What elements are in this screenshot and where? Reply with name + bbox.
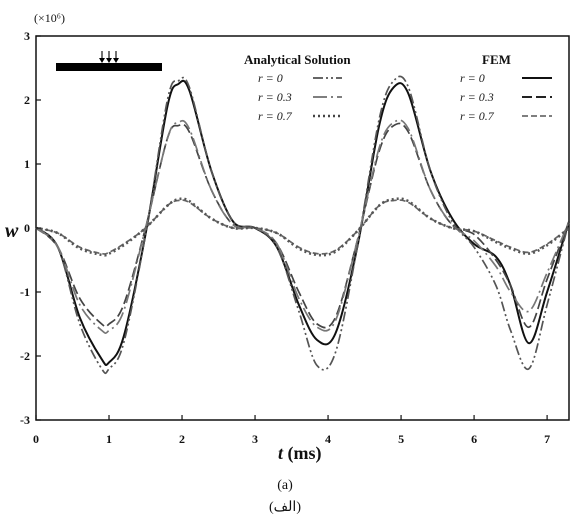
- x-tick-label: 7: [544, 432, 550, 446]
- x-tick-label: 4: [325, 432, 331, 446]
- legend-analytical-item-2: r = 0.7: [258, 109, 293, 123]
- legend-analytical-item-1: r = 0.3: [258, 90, 292, 104]
- series-line-analytical-03: [35, 119, 570, 335]
- legend-analytical-item-0: r = 0: [258, 71, 283, 85]
- legend-fem-item-0: r = 0: [460, 71, 485, 85]
- legend-fem-item-2: r = 0.7: [460, 109, 495, 123]
- load-bar: [56, 63, 162, 71]
- plot-area: [35, 35, 570, 421]
- legend-fem-item-1: r = 0.3: [460, 90, 494, 104]
- series-layer: [35, 75, 570, 375]
- x-tick-label: 0: [33, 432, 39, 446]
- x-tick-label: 2: [179, 432, 185, 446]
- x-tick-label: 6: [471, 432, 477, 446]
- series-line-analytical-0: [35, 75, 570, 375]
- y-tick-label: 0: [24, 221, 30, 235]
- load-arrows-icon: [99, 51, 119, 63]
- legend-fem-title: FEM: [482, 52, 511, 67]
- multiplier-label: (×10⁶): [34, 11, 65, 25]
- x-tick-label: 1: [106, 432, 112, 446]
- legend-analytical-title: Analytical Solution: [244, 52, 351, 67]
- x-tick-label: 5: [398, 432, 404, 446]
- x-axis-label: t (ms): [278, 443, 322, 464]
- series-line-fem-0: [35, 79, 570, 366]
- y-tick-label: 1: [24, 157, 30, 171]
- y-tick-label: -3: [20, 413, 30, 427]
- y-tick-label: 2: [24, 93, 30, 107]
- series-line-fem-07: [35, 199, 570, 255]
- y-axis-ticks: 3 2 1 0 -1 -2 -3: [20, 29, 41, 427]
- caption-fa: (الف): [269, 500, 301, 515]
- x-tick-label: 3: [252, 432, 258, 446]
- legend-analytical: Analytical Solution r = 0 r = 0.3 r = 0.…: [244, 52, 351, 123]
- series-line-analytical-07: [35, 197, 570, 257]
- series-line-fem-03: [35, 122, 570, 329]
- y-axis-label: w: [5, 220, 19, 242]
- caption-en: (a): [277, 478, 293, 493]
- y-tick-label: -1: [20, 285, 30, 299]
- y-tick-label: 3: [24, 29, 30, 43]
- y-tick-label: -2: [20, 349, 30, 363]
- load-bar-diagram: [56, 51, 162, 71]
- legend-fem: FEM r = 0 r = 0.3 r = 0.7: [460, 52, 552, 123]
- x-axis-ticks: 0 1 2 3 4 5 6 7: [33, 415, 550, 446]
